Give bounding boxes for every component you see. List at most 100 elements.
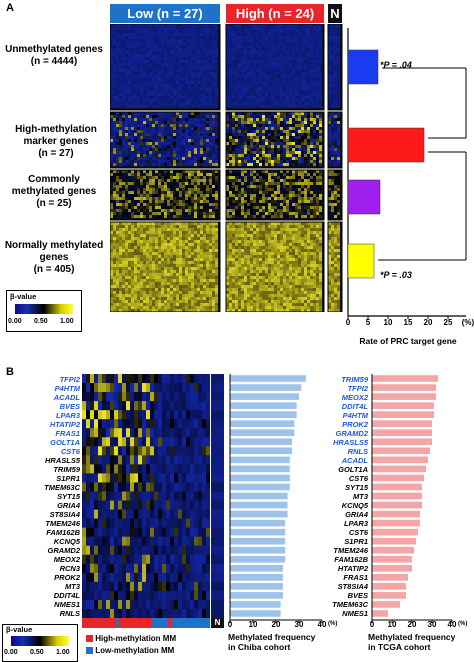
panel-b-label: B [6,366,14,378]
tcga-bar [372,438,432,445]
tcga-gene-label: CST6 [316,474,368,483]
chiba-bar [230,511,288,518]
normal-group-header: N [328,4,342,23]
chiba-bar [230,429,294,436]
tcga-bar [372,484,422,491]
prc-rate-chart [340,28,474,328]
beta-tick-1: 1.00 [60,318,74,325]
beta-tick-0: 0.00 [8,318,22,325]
tcga-bar [372,583,406,590]
beta-legend-b: β-value 0.00 0.50 1.00 [2,624,78,662]
legend-high-swatch [86,635,93,642]
chiba-gene-label: PROK2 [28,573,80,582]
chiba-bar [230,547,285,554]
prc-bar [348,50,378,84]
heatmap-a [110,24,343,312]
tcga-unit: (%) [458,621,467,627]
tcga-bar [372,447,430,454]
beta-legend-b-gradient [11,636,69,646]
chiba-unit: (%) [328,621,337,627]
chiba-bar [230,556,285,563]
group-label-high-methylation: High-methylation marker genes(n = 27) [4,124,108,160]
tcga-bar [372,511,420,518]
tcga-bar [372,375,438,382]
tcga-gene-label: FRAS1 [316,573,368,582]
tcga-bar [372,457,428,464]
chiba-bar [230,411,297,418]
chiba-bar [230,502,288,509]
beta-legend-a: β-value 0.00 0.50 1.00 [6,290,82,332]
beta-b-tick-1: 1.00 [56,649,70,656]
chiba-gene-label: GRAMD2 [28,546,80,555]
chiba-bar [230,529,285,536]
tcga-bar [372,565,412,572]
chiba-gene-label: FRAS1 [28,429,80,438]
group-label-unmethylated: Unmethylated genes(n = 4444) [4,44,104,68]
tcga-gene-label: P4HTM [316,411,368,420]
chiba-gene-label: ACADL [28,393,80,402]
tcga-bar [372,402,434,409]
chiba-x-tick: 10 [241,620,265,629]
sample-type-low-mark [116,618,119,628]
low-group-header: Low (n = 27) [110,4,220,23]
chiba-x-tick: 0 [218,620,242,629]
chiba-bar [230,493,288,500]
group-label-normal: Normally methylated genes(n = 405) [4,240,104,276]
chiba-gene-label: FAM162B [28,528,80,537]
tcga-bar [372,520,420,527]
chiba-bar [230,484,290,491]
chiba-gene-label: SYT15 [28,492,80,501]
chiba-gene-label: TRIM59 [28,465,80,474]
chiba-bar [230,393,299,400]
tcga-gene-label: GRIA4 [316,510,368,519]
chiba-gene-label: KCNQ5 [28,537,80,546]
prc-x-tick: (%) [456,318,474,327]
chiba-bar [230,466,290,473]
tcga-bar [372,538,416,545]
chiba-gene-label: DDIT4L [28,591,80,600]
heatmap-b-normal [211,374,224,618]
chiba-bar [230,420,294,427]
sample-type-bar [82,618,210,628]
beta-legend-gradient [15,304,73,314]
beta-b-tick-0: 0.00 [4,649,18,656]
chiba-gene-label: TMEM246 [28,519,80,528]
tcga-bar [372,574,408,581]
tcga-bar [372,466,426,473]
tcga-gene-label: SYT15 [316,483,368,492]
tcga-gene-label: FAM162B [316,555,368,564]
tcga-gene-label: HRASLS5 [316,438,368,447]
chiba-gene-label: TMEM63C [28,483,80,492]
tcga-bar-chart [368,374,468,624]
group-label-common: Commonly methylated genes(n = 25) [4,174,104,210]
tcga-gene-label: TMEM63C [316,600,368,609]
tcga-bar [372,384,436,391]
tcga-bar [372,556,412,563]
prc-bar [348,128,424,162]
chiba-gene-label: BVES [28,402,80,411]
tcga-bar [372,529,418,536]
tcga-bar [372,429,432,436]
tcga-gene-label: HTATIP2 [316,564,368,573]
chiba-gene-label: TFPI2 [28,375,80,384]
chiba-gene-label: ST8SIA4 [28,510,80,519]
tcga-gene-label: LPAR3 [316,519,368,528]
chiba-bar [230,375,306,382]
tcga-gene-label: TRIM59 [316,375,368,384]
chiba-bar [230,475,290,482]
prc-x-label: Rate of PRC target gene [348,336,468,346]
chiba-bar [230,457,290,464]
tcga-gene-label: TFPI2 [316,384,368,393]
tcga-gene-label: GOLT1A [316,465,368,474]
high-group-header: High (n = 24) [226,4,324,23]
tcga-bar [372,493,422,500]
tcga-gene-label: MT3 [316,492,368,501]
chiba-bar [230,520,285,527]
prc-bar [348,180,380,214]
